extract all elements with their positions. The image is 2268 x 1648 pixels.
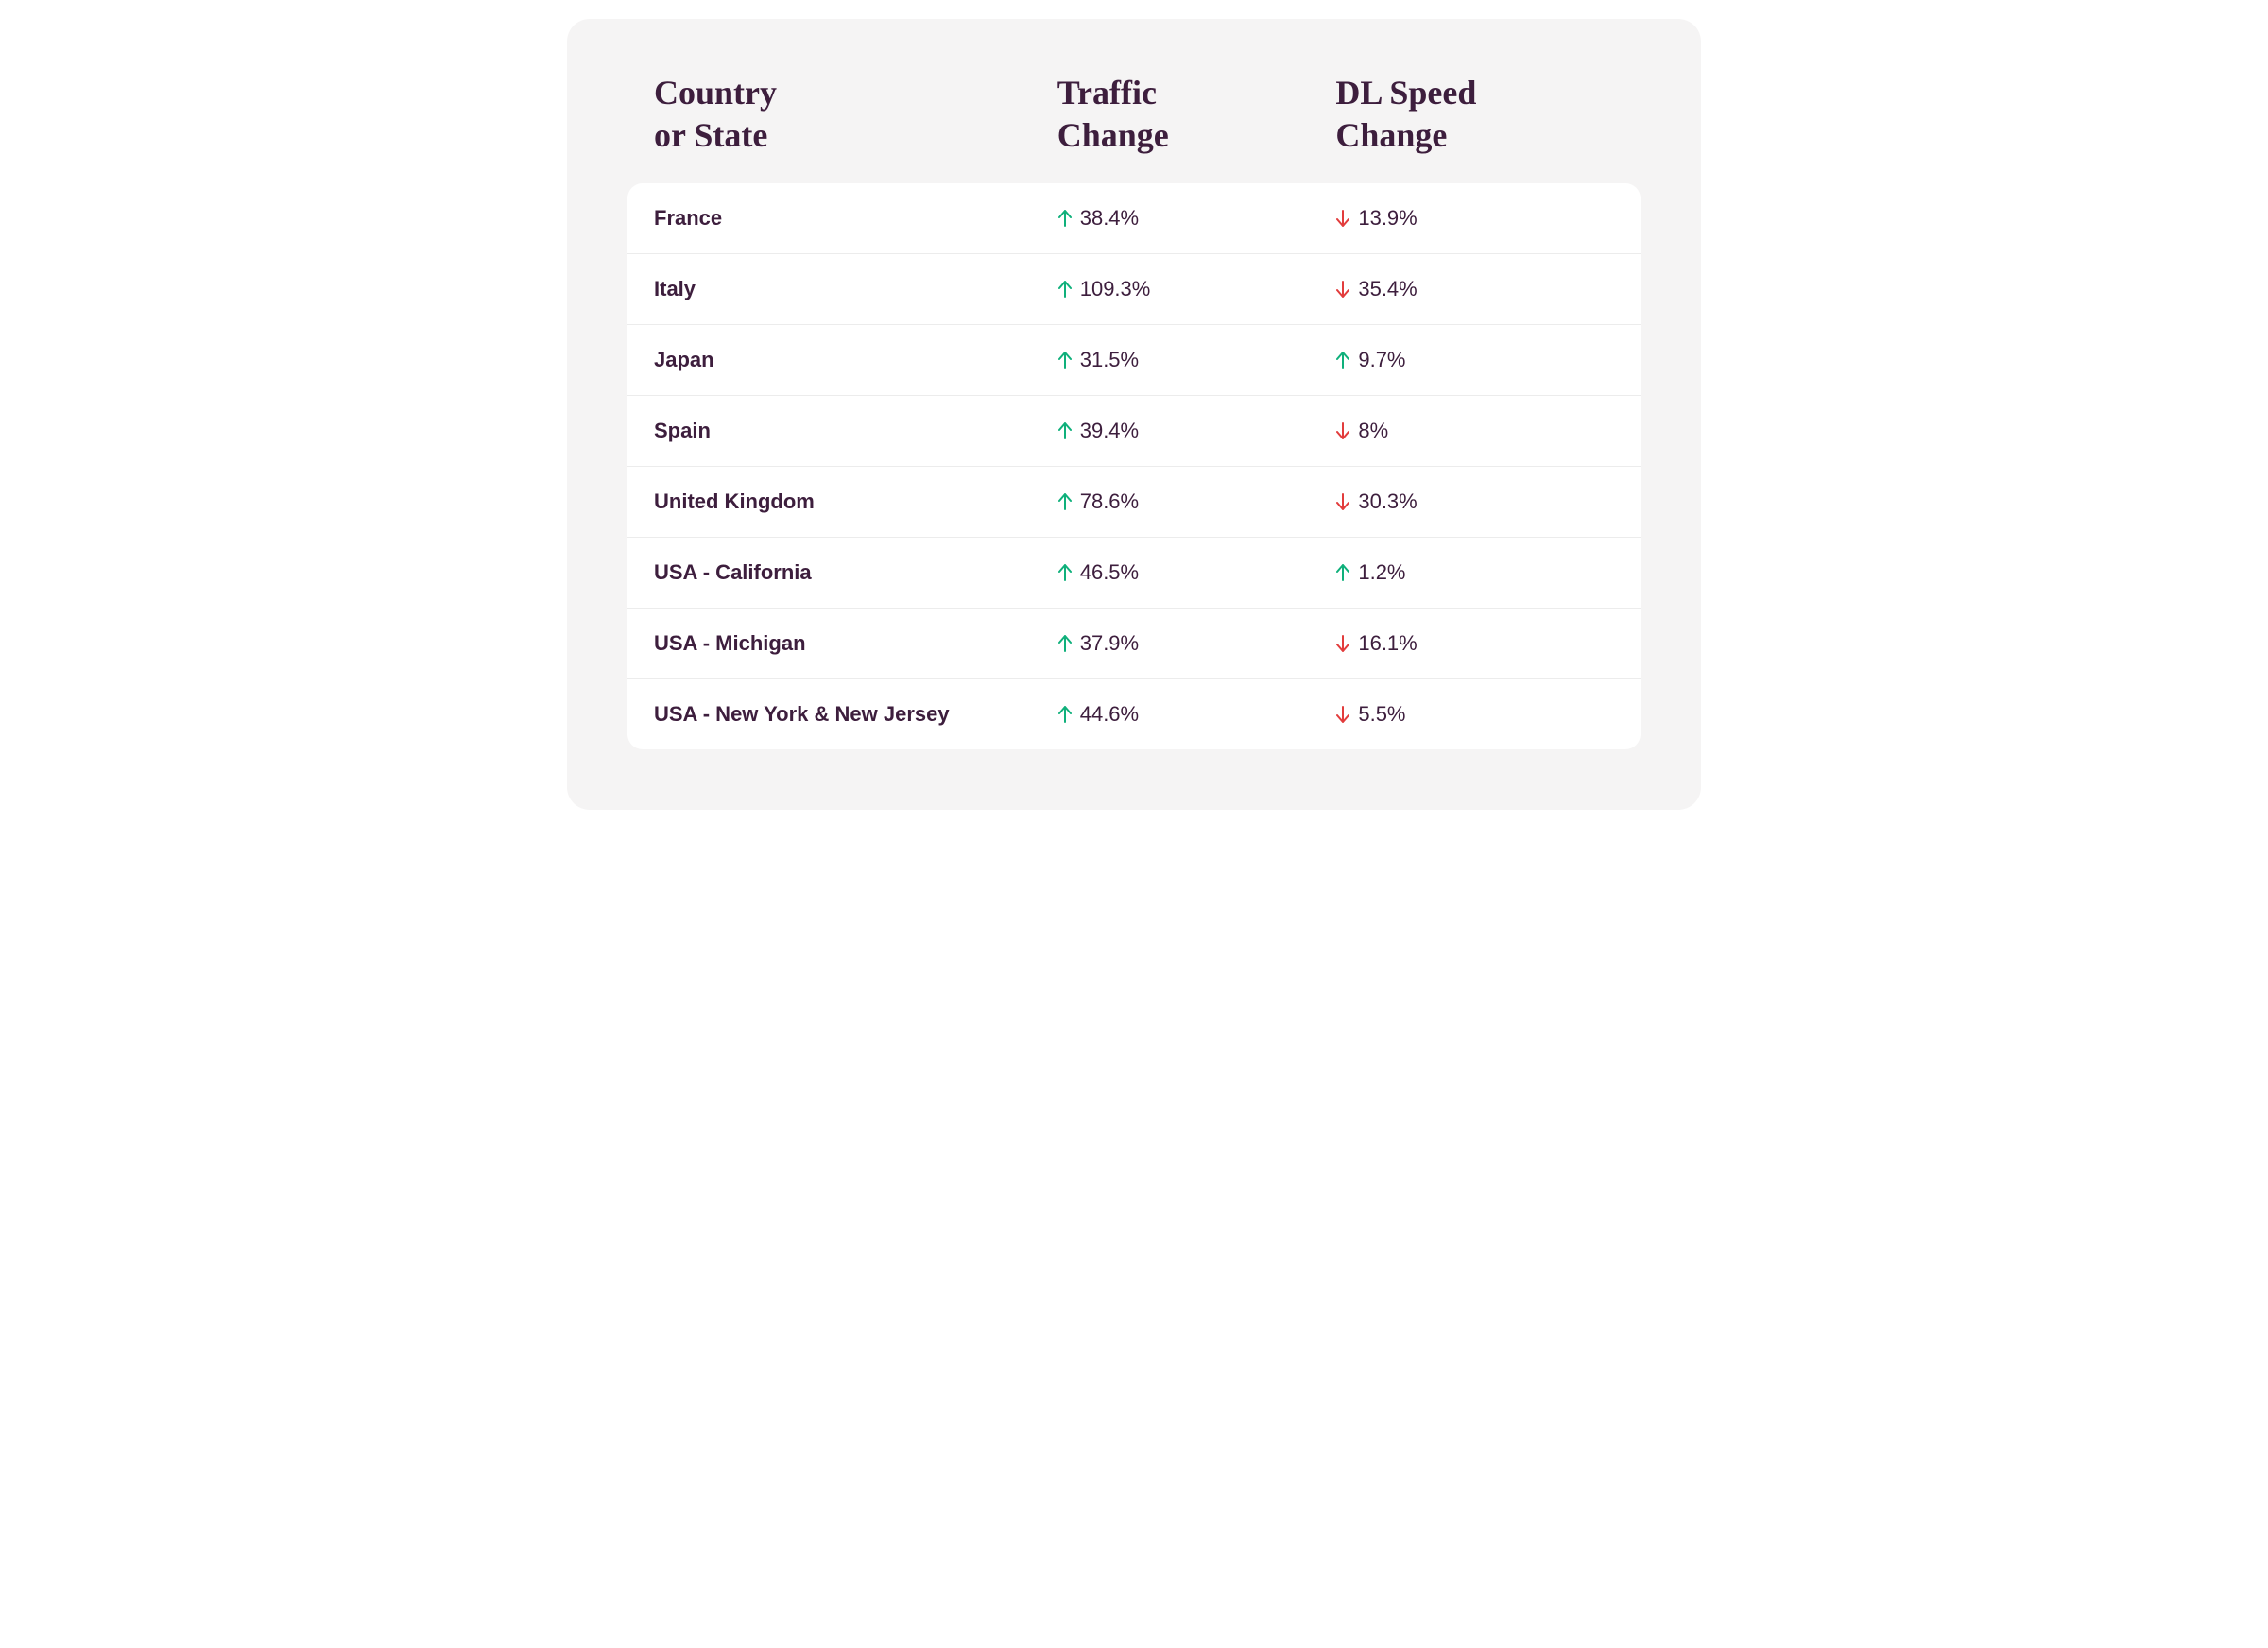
traffic-percent: 31.5% — [1080, 348, 1139, 372]
dlspeed-value: 16.1% — [1335, 631, 1614, 656]
dlspeed-value: 1.2% — [1335, 560, 1614, 585]
table-row: Japan 31.5% 9.7% — [627, 325, 1641, 396]
region-label: USA - California — [654, 560, 1057, 585]
table-row: France 38.4% 13.9% — [627, 183, 1641, 254]
region-label: Spain — [654, 419, 1057, 443]
table-row: USA - New York & New Jersey 44.6% 5.5% — [627, 679, 1641, 749]
arrow-up-icon — [1057, 208, 1073, 229]
arrow-up-icon — [1335, 350, 1350, 370]
region-label: USA - Michigan — [654, 631, 1057, 656]
arrow-down-icon — [1335, 208, 1350, 229]
dlspeed-value: 8% — [1335, 419, 1614, 443]
region-label: Italy — [654, 277, 1057, 301]
table-row: USA - Michigan 37.9% 16.1% — [627, 609, 1641, 679]
dlspeed-value: 9.7% — [1335, 348, 1614, 372]
traffic-value: 78.6% — [1057, 489, 1336, 514]
traffic-percent: 109.3% — [1080, 277, 1151, 301]
dlspeed-percent: 16.1% — [1358, 631, 1417, 656]
traffic-percent: 37.9% — [1080, 631, 1139, 656]
dlspeed-value: 35.4% — [1335, 277, 1614, 301]
table-row: Italy 109.3% 35.4% — [627, 254, 1641, 325]
dlspeed-percent: 5.5% — [1358, 702, 1405, 727]
dlspeed-percent: 1.2% — [1358, 560, 1405, 585]
arrow-down-icon — [1335, 491, 1350, 512]
traffic-percent: 78.6% — [1080, 489, 1139, 514]
arrow-down-icon — [1335, 279, 1350, 300]
dlspeed-percent: 9.7% — [1358, 348, 1405, 372]
table-row: USA - California 46.5% 1.2% — [627, 538, 1641, 609]
arrow-down-icon — [1335, 704, 1350, 725]
region-label: France — [654, 206, 1057, 231]
arrow-up-icon — [1057, 279, 1073, 300]
traffic-percent: 46.5% — [1080, 560, 1139, 585]
traffic-percent: 39.4% — [1080, 419, 1139, 443]
region-label: USA - New York & New Jersey — [654, 702, 1057, 727]
column-header-region: Country or State — [654, 72, 1057, 157]
region-label: United Kingdom — [654, 489, 1057, 514]
arrow-down-icon — [1335, 421, 1350, 441]
traffic-value: 38.4% — [1057, 206, 1336, 231]
arrow-up-icon — [1057, 421, 1073, 441]
dlspeed-value: 30.3% — [1335, 489, 1614, 514]
traffic-percent: 38.4% — [1080, 206, 1139, 231]
arrow-up-icon — [1057, 633, 1073, 654]
arrow-up-icon — [1057, 350, 1073, 370]
traffic-percent: 44.6% — [1080, 702, 1139, 727]
table-row: Spain 39.4% 8% — [627, 396, 1641, 467]
table-row: United Kingdom 78.6% 30.3% — [627, 467, 1641, 538]
traffic-value: 109.3% — [1057, 277, 1336, 301]
stats-card: Country or State Traffic Change DL Speed… — [567, 19, 1701, 810]
traffic-value: 44.6% — [1057, 702, 1336, 727]
dlspeed-percent: 30.3% — [1358, 489, 1417, 514]
traffic-value: 39.4% — [1057, 419, 1336, 443]
table-body: France 38.4% 13.9% Italy 109.3% 35.4% Japan 31.… — [627, 183, 1641, 749]
arrow-up-icon — [1057, 491, 1073, 512]
dlspeed-percent: 35.4% — [1358, 277, 1417, 301]
dlspeed-value: 5.5% — [1335, 702, 1614, 727]
traffic-value: 37.9% — [1057, 631, 1336, 656]
arrow-down-icon — [1335, 633, 1350, 654]
column-header-traffic: Traffic Change — [1057, 72, 1336, 157]
arrow-up-icon — [1335, 562, 1350, 583]
dlspeed-percent: 13.9% — [1358, 206, 1417, 231]
dlspeed-value: 13.9% — [1335, 206, 1614, 231]
arrow-up-icon — [1057, 704, 1073, 725]
traffic-value: 31.5% — [1057, 348, 1336, 372]
arrow-up-icon — [1057, 562, 1073, 583]
region-label: Japan — [654, 348, 1057, 372]
table-header: Country or State Traffic Change DL Speed… — [627, 72, 1641, 183]
dlspeed-percent: 8% — [1358, 419, 1388, 443]
column-header-dlspeed: DL Speed Change — [1335, 72, 1614, 157]
traffic-value: 46.5% — [1057, 560, 1336, 585]
